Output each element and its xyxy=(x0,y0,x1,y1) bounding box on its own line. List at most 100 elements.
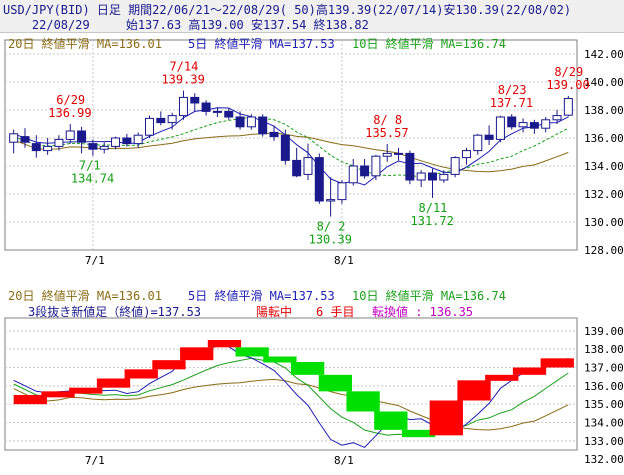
break-info-prefix: 3段抜き新値足（終値)=137.53 xyxy=(28,304,201,319)
candle-down xyxy=(235,116,245,128)
break-panel-ytick: 135.00 xyxy=(584,398,624,411)
candle-down xyxy=(224,110,234,118)
candle-panel-ytick: 134.00 xyxy=(584,160,624,173)
last-bar-summary: 22/08/29 始137.63 高139.00 安137.54 終138.82 xyxy=(3,18,369,32)
candle-up xyxy=(461,150,471,159)
candle-up xyxy=(303,157,313,175)
annotation-high-price: 139.00 xyxy=(546,78,589,92)
candle-down xyxy=(269,131,279,138)
break-block-down xyxy=(291,362,325,375)
candle-down xyxy=(405,152,415,181)
break-block-up xyxy=(540,358,574,368)
candle-up xyxy=(178,96,188,117)
break-block-up xyxy=(69,387,103,394)
candle-down xyxy=(31,143,41,152)
break-block-up xyxy=(485,374,519,381)
annotation-low-price: 131.72 xyxy=(411,214,454,228)
candle-up xyxy=(439,173,449,181)
break-block-down xyxy=(318,374,353,392)
annotation-low-price: 134.74 xyxy=(71,172,114,186)
candle-down xyxy=(529,122,539,129)
break-panel-ytick: 138.00 xyxy=(584,343,624,356)
candle-up xyxy=(371,155,381,177)
break-panel-xtick: 7/1 xyxy=(85,454,105,467)
break-ma20-line xyxy=(13,378,569,431)
break-block-up xyxy=(152,360,186,370)
candle-up xyxy=(43,145,53,152)
break-block-up xyxy=(180,347,214,361)
break-block-up xyxy=(96,378,131,388)
candle-up xyxy=(133,134,143,145)
break-block-up xyxy=(13,395,47,405)
annotation-low-date: 8/ 2 xyxy=(317,220,346,234)
break-block-up xyxy=(207,340,242,348)
candle-panel-ytick: 128.00 xyxy=(584,244,624,257)
candle-up xyxy=(54,138,64,147)
break-panel-ytick: 132.00 xyxy=(584,453,624,466)
candle-up xyxy=(552,115,562,121)
candle-up xyxy=(246,116,256,128)
candle-up xyxy=(337,182,347,201)
candle-down xyxy=(201,102,211,112)
break-block-up xyxy=(512,367,547,375)
candle-up xyxy=(111,137,121,147)
break-block-down xyxy=(346,391,380,412)
candle-up xyxy=(348,165,358,184)
ma10-line xyxy=(13,116,569,178)
candle-panel-xtick: 7/1 xyxy=(85,254,105,267)
legend-ma20: 20日 終値平滑 MA=136.01 xyxy=(8,36,162,51)
candle-up xyxy=(450,157,460,175)
candle-up xyxy=(99,145,109,150)
break-panel-ytick: 136.00 xyxy=(584,380,624,393)
break-block-down xyxy=(263,356,297,363)
break-panel-ytick: 139.00 xyxy=(584,325,624,338)
candle-up xyxy=(416,172,426,181)
candle-down xyxy=(314,157,324,202)
candle-up xyxy=(167,115,177,124)
candle-up xyxy=(394,152,404,155)
candle-down xyxy=(484,134,494,140)
candle-down xyxy=(20,136,30,143)
candle-up xyxy=(382,152,392,157)
break-block-down xyxy=(374,411,408,430)
candle-panel-ytick: 136.00 xyxy=(584,132,624,145)
candle-up xyxy=(518,122,528,128)
candle-panel-ytick: 130.00 xyxy=(584,216,624,229)
break-panel-ytick: 137.00 xyxy=(584,362,624,375)
candle-up xyxy=(541,119,551,129)
candle-down xyxy=(122,137,132,145)
ma5-line xyxy=(13,107,569,186)
candle-panel-ytick: 138.00 xyxy=(584,104,624,117)
candle-up xyxy=(65,130,75,140)
break-panel-xtick: 8/1 xyxy=(334,454,354,467)
break-legend-ma20: 20日 終値平滑 MA=136.01 xyxy=(8,288,162,303)
annotation-high-date: 8/23 xyxy=(498,83,527,97)
candle-up xyxy=(326,199,336,202)
candle-up xyxy=(563,98,573,116)
annotation-high-price: 135.57 xyxy=(365,126,408,140)
candle-down xyxy=(360,165,370,177)
break-info-reversal: 転換値 : 136.35 xyxy=(372,304,473,319)
break-legend-ma5: 5日 終値平滑 MA=137.53 xyxy=(188,288,335,303)
annotation-high-price: 139.39 xyxy=(161,73,204,87)
chart-header: USD/JPY(BID) 日足 期間22/06/21～22/08/29( 50)… xyxy=(0,0,624,33)
candle-down xyxy=(156,117,166,124)
candle-down xyxy=(88,143,98,150)
break-info-trend: 陽転中 xyxy=(256,304,292,319)
annotation-high-price: 136.99 xyxy=(48,106,91,120)
candle-panel-xtick: 8/1 xyxy=(334,254,354,267)
candle-down xyxy=(258,116,268,135)
candle-down xyxy=(190,96,200,104)
candle-down xyxy=(428,172,437,181)
break-block-down xyxy=(401,429,436,438)
break-legend-ma10: 10日 終値平滑 MA=136.74 xyxy=(352,288,506,303)
annotation-low-date: 7/1 xyxy=(79,159,101,173)
annotation-high-date: 7/14 xyxy=(169,60,198,74)
candle-panel-ytick: 132.00 xyxy=(584,188,624,201)
break-info-step: 6 手目 xyxy=(316,305,354,319)
candle-panel-ytick: 142.00 xyxy=(584,48,624,61)
candle-panel-ytick: 140.00 xyxy=(584,76,624,89)
break-ma5-line xyxy=(13,345,569,448)
break-block-up xyxy=(41,391,75,398)
